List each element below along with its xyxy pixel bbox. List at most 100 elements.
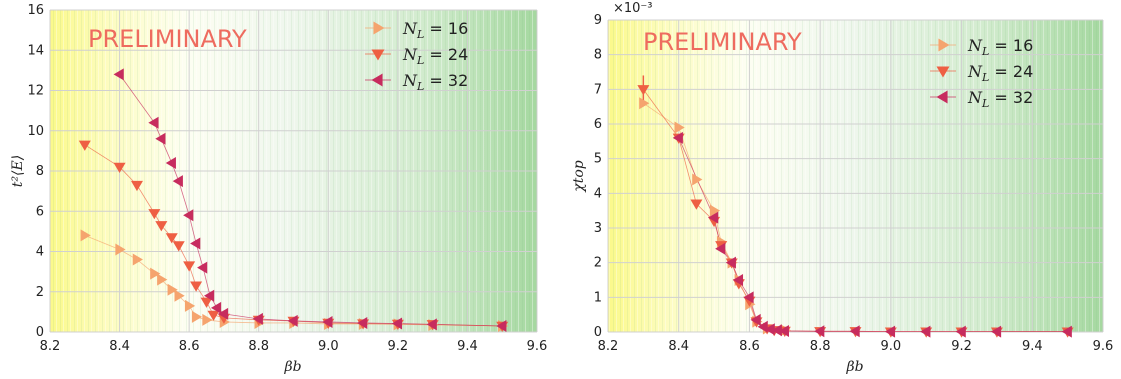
preliminary-watermark: PRELIMINARY	[643, 28, 802, 56]
data-point-24	[190, 281, 203, 292]
x-tick-labels: 8.2 8.4 8.6 8.8 9.0 9.2 9.4 9.6	[598, 339, 1114, 354]
x-tick-label: 8.6	[179, 339, 200, 354]
data-point-24	[78, 140, 91, 151]
data-point-24	[172, 241, 185, 252]
y-tick-label: 9	[594, 13, 602, 28]
chart-energy-density: 8.2 8.4 8.6 8.8 9.0 9.2 9.4 9.6 0 2 4 6 8 10 12 14 16 P…	[10, 3, 547, 375]
data-point-16	[709, 204, 721, 217]
data-point-32	[778, 324, 789, 337]
data-point-24	[130, 180, 143, 192]
data-point-24	[113, 162, 126, 173]
grid-lines	[49, 9, 538, 333]
x-tick-label: 9.0	[881, 339, 902, 354]
y-axis-label: t²⟨E⟩	[10, 155, 26, 187]
data-point-32	[750, 313, 761, 326]
data-point-32	[190, 237, 201, 250]
data-point-24	[183, 261, 196, 272]
legend-marker-24	[936, 66, 950, 78]
y-tick-label: 6	[36, 204, 44, 219]
data-point-32	[990, 325, 1002, 338]
data-point-24	[690, 199, 703, 210]
data-point-32	[708, 211, 719, 224]
y-tick-label: 16	[27, 3, 44, 18]
y-tick-label: 4	[594, 186, 602, 201]
data-point-16	[674, 121, 685, 134]
data-point-24	[165, 233, 178, 244]
legend-marker-16	[938, 38, 950, 52]
data-point-24	[207, 310, 220, 321]
x-tick-labels: 8.2 8.4 8.6 8.8 9.0 9.2 9.4 9.6	[40, 339, 548, 354]
data-point-16	[80, 229, 91, 242]
data-point-32	[197, 261, 208, 274]
y-tick-label: 5	[594, 152, 602, 167]
data-markers	[78, 68, 509, 332]
data-point-24	[148, 209, 161, 220]
legend-marker-32	[371, 73, 383, 87]
data-point-32	[732, 274, 744, 286]
y-tick-label: 1	[594, 290, 602, 305]
y-axis-label: χtop	[571, 160, 587, 193]
data-point-16	[191, 310, 203, 323]
data-markers	[637, 85, 1074, 338]
grid-lines	[607, 19, 1104, 333]
y-tick-labels: 0 2 4 6 8 10 12 14 16	[27, 3, 44, 340]
data-point-32	[204, 289, 215, 302]
legend-label-24: NL = 24	[967, 62, 1033, 84]
y-tick-label: 4	[36, 245, 44, 260]
data-point-32	[148, 116, 159, 129]
y-tick-label: 14	[27, 43, 44, 58]
legend-label-16: NL = 16	[967, 36, 1033, 58]
data-point-32	[217, 307, 229, 320]
x-tick-label: 8.8	[248, 339, 269, 354]
x-tick-label: 8.8	[810, 339, 831, 354]
data-point-16	[639, 97, 650, 110]
y-tick-label: 8	[36, 164, 44, 179]
data-point-32	[426, 318, 437, 331]
x-axis-label: βb	[283, 359, 301, 375]
data-point-32	[771, 324, 782, 337]
data-point-32	[743, 291, 754, 304]
data-point-32	[725, 256, 736, 269]
x-tick-label: 8.2	[598, 339, 619, 354]
legend-marker-24	[371, 49, 385, 61]
x-tick-label: 9.2	[951, 339, 972, 354]
data-point-32	[1061, 325, 1072, 338]
legend-label-32: NL = 32	[967, 88, 1033, 110]
data-point-24	[637, 85, 650, 96]
data-point-32	[849, 325, 860, 338]
x-tick-label: 8.2	[40, 339, 61, 354]
x-tick-label: 9.0	[318, 339, 339, 354]
data-point-16	[115, 243, 126, 256]
data-point-32	[814, 325, 825, 338]
y-tick-label: 7	[594, 82, 602, 97]
y-tick-label: 0	[36, 325, 44, 340]
data-point-32	[920, 325, 931, 338]
y-tick-label: 10	[27, 124, 44, 139]
y-tick-label: 6	[594, 117, 602, 132]
data-point-16	[167, 283, 178, 296]
series-line-32	[119, 74, 503, 327]
data-point-24	[200, 297, 213, 308]
data-point-32	[252, 312, 263, 325]
x-tick-label: 9.6	[527, 339, 548, 354]
data-point-32	[155, 132, 166, 145]
data-point-32	[322, 315, 333, 328]
data-point-32	[955, 325, 966, 338]
y-tick-label: 8	[594, 48, 602, 63]
data-point-32	[757, 320, 768, 333]
x-tick-label: 9.4	[1022, 339, 1043, 354]
data-point-32	[496, 319, 507, 332]
data-point-32	[672, 131, 683, 144]
y-tick-label: 2	[36, 285, 44, 300]
data-point-16	[157, 273, 168, 286]
data-point-24	[155, 221, 168, 232]
data-point-16	[184, 299, 196, 312]
data-point-32	[764, 323, 775, 336]
data-point-32	[113, 68, 124, 81]
y-tick-label: 2	[594, 256, 602, 271]
y-tick-label: 3	[594, 221, 602, 236]
data-point-32	[357, 316, 368, 329]
x-tick-label: 9.6	[1093, 339, 1114, 354]
y-scale-label: ×10⁻³	[613, 1, 653, 16]
